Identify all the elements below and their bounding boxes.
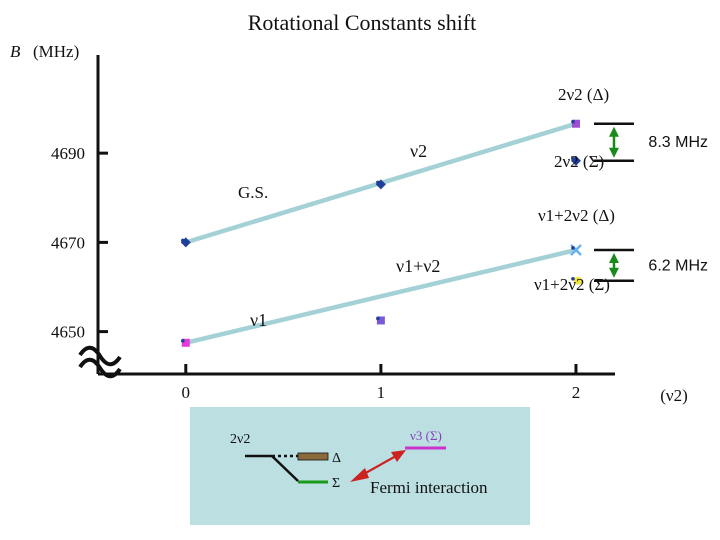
splitting-arrow-head-up-0	[608, 126, 619, 137]
data-point-0-3	[571, 119, 580, 128]
inset-label-fermi: Fermi interaction	[370, 478, 488, 497]
inset-panel	[190, 407, 530, 525]
splitting-arrow-head-down-0	[608, 147, 619, 158]
x-ticks: 0 1 2	[182, 364, 581, 402]
inset-sigma-connector	[271, 455, 299, 482]
inset-label-2nu2: 2ν2	[230, 432, 250, 447]
label-nu1: ν1	[250, 310, 267, 330]
y-tick-label-1: 4670	[51, 233, 85, 252]
inset-label-nu3: ν3 (Σ)	[410, 428, 442, 443]
label-nu1-2nu2-sigma: ν1+2ν2 (Σ)	[534, 275, 610, 294]
label-nu1-nu2: ν1+ν2	[396, 256, 440, 276]
data-point-0-0-core	[180, 238, 185, 243]
data-point-1-0	[181, 338, 190, 347]
y-tick-label-2: 4690	[51, 144, 85, 163]
x-tick-label-2: 2	[572, 383, 581, 402]
splitting-arrow-head-up-1	[608, 252, 619, 263]
level-bars	[593, 122, 634, 283]
data-point-1-2-core	[571, 276, 575, 281]
fit-line-1	[183, 247, 579, 346]
inset-fermi-arrow	[350, 450, 406, 482]
label-nu1-2nu2-delta: ν1+2ν2 (Δ)	[538, 206, 615, 225]
chart-title: Rotational Constants shift	[248, 10, 477, 35]
y-tick-label-0: 4650	[51, 323, 85, 342]
y-ticks: 4650 4670 4690	[51, 144, 108, 342]
data-point-0-1-core	[376, 180, 380, 185]
fit-lines	[183, 121, 579, 346]
y-axis-unit: (MHz)	[33, 42, 79, 61]
x-tick-label-0: 0	[182, 383, 191, 402]
label-gs: G.S.	[238, 183, 268, 202]
data-point-1-3-core	[571, 246, 575, 250]
data-point-1-1	[376, 316, 385, 325]
data-points	[180, 119, 582, 347]
splitting-arrow-head-down-1	[608, 267, 619, 278]
label-2nu2-sigma: 2ν2 (Σ)	[554, 152, 604, 171]
y-axis-symbol: B	[10, 42, 21, 61]
inset-label-sigma: Σ	[332, 476, 340, 491]
splitting-arrows: 8.3 MHz 6.2 MHz	[608, 126, 708, 278]
inset-label-delta: Δ	[332, 451, 341, 466]
axis-break-symbol	[78, 345, 122, 379]
label-nu2: ν2	[410, 141, 427, 161]
label-2nu2-delta: 2ν2 (Δ)	[558, 85, 609, 104]
data-point-1-1-core	[376, 316, 380, 321]
inset-delta-level	[297, 452, 329, 461]
data-point-1-2	[573, 276, 582, 285]
x-axis-label: (ν2)	[660, 386, 688, 405]
data-point-1-0-core	[180, 338, 185, 343]
data-point-0-3-core	[571, 119, 575, 124]
splitting-label-0: 8.3 MHz	[648, 134, 708, 151]
data-point-0-2-core	[571, 156, 575, 161]
splitting-label-1: 6.2 MHz	[648, 257, 708, 274]
x-tick-label-1: 1	[377, 383, 386, 402]
